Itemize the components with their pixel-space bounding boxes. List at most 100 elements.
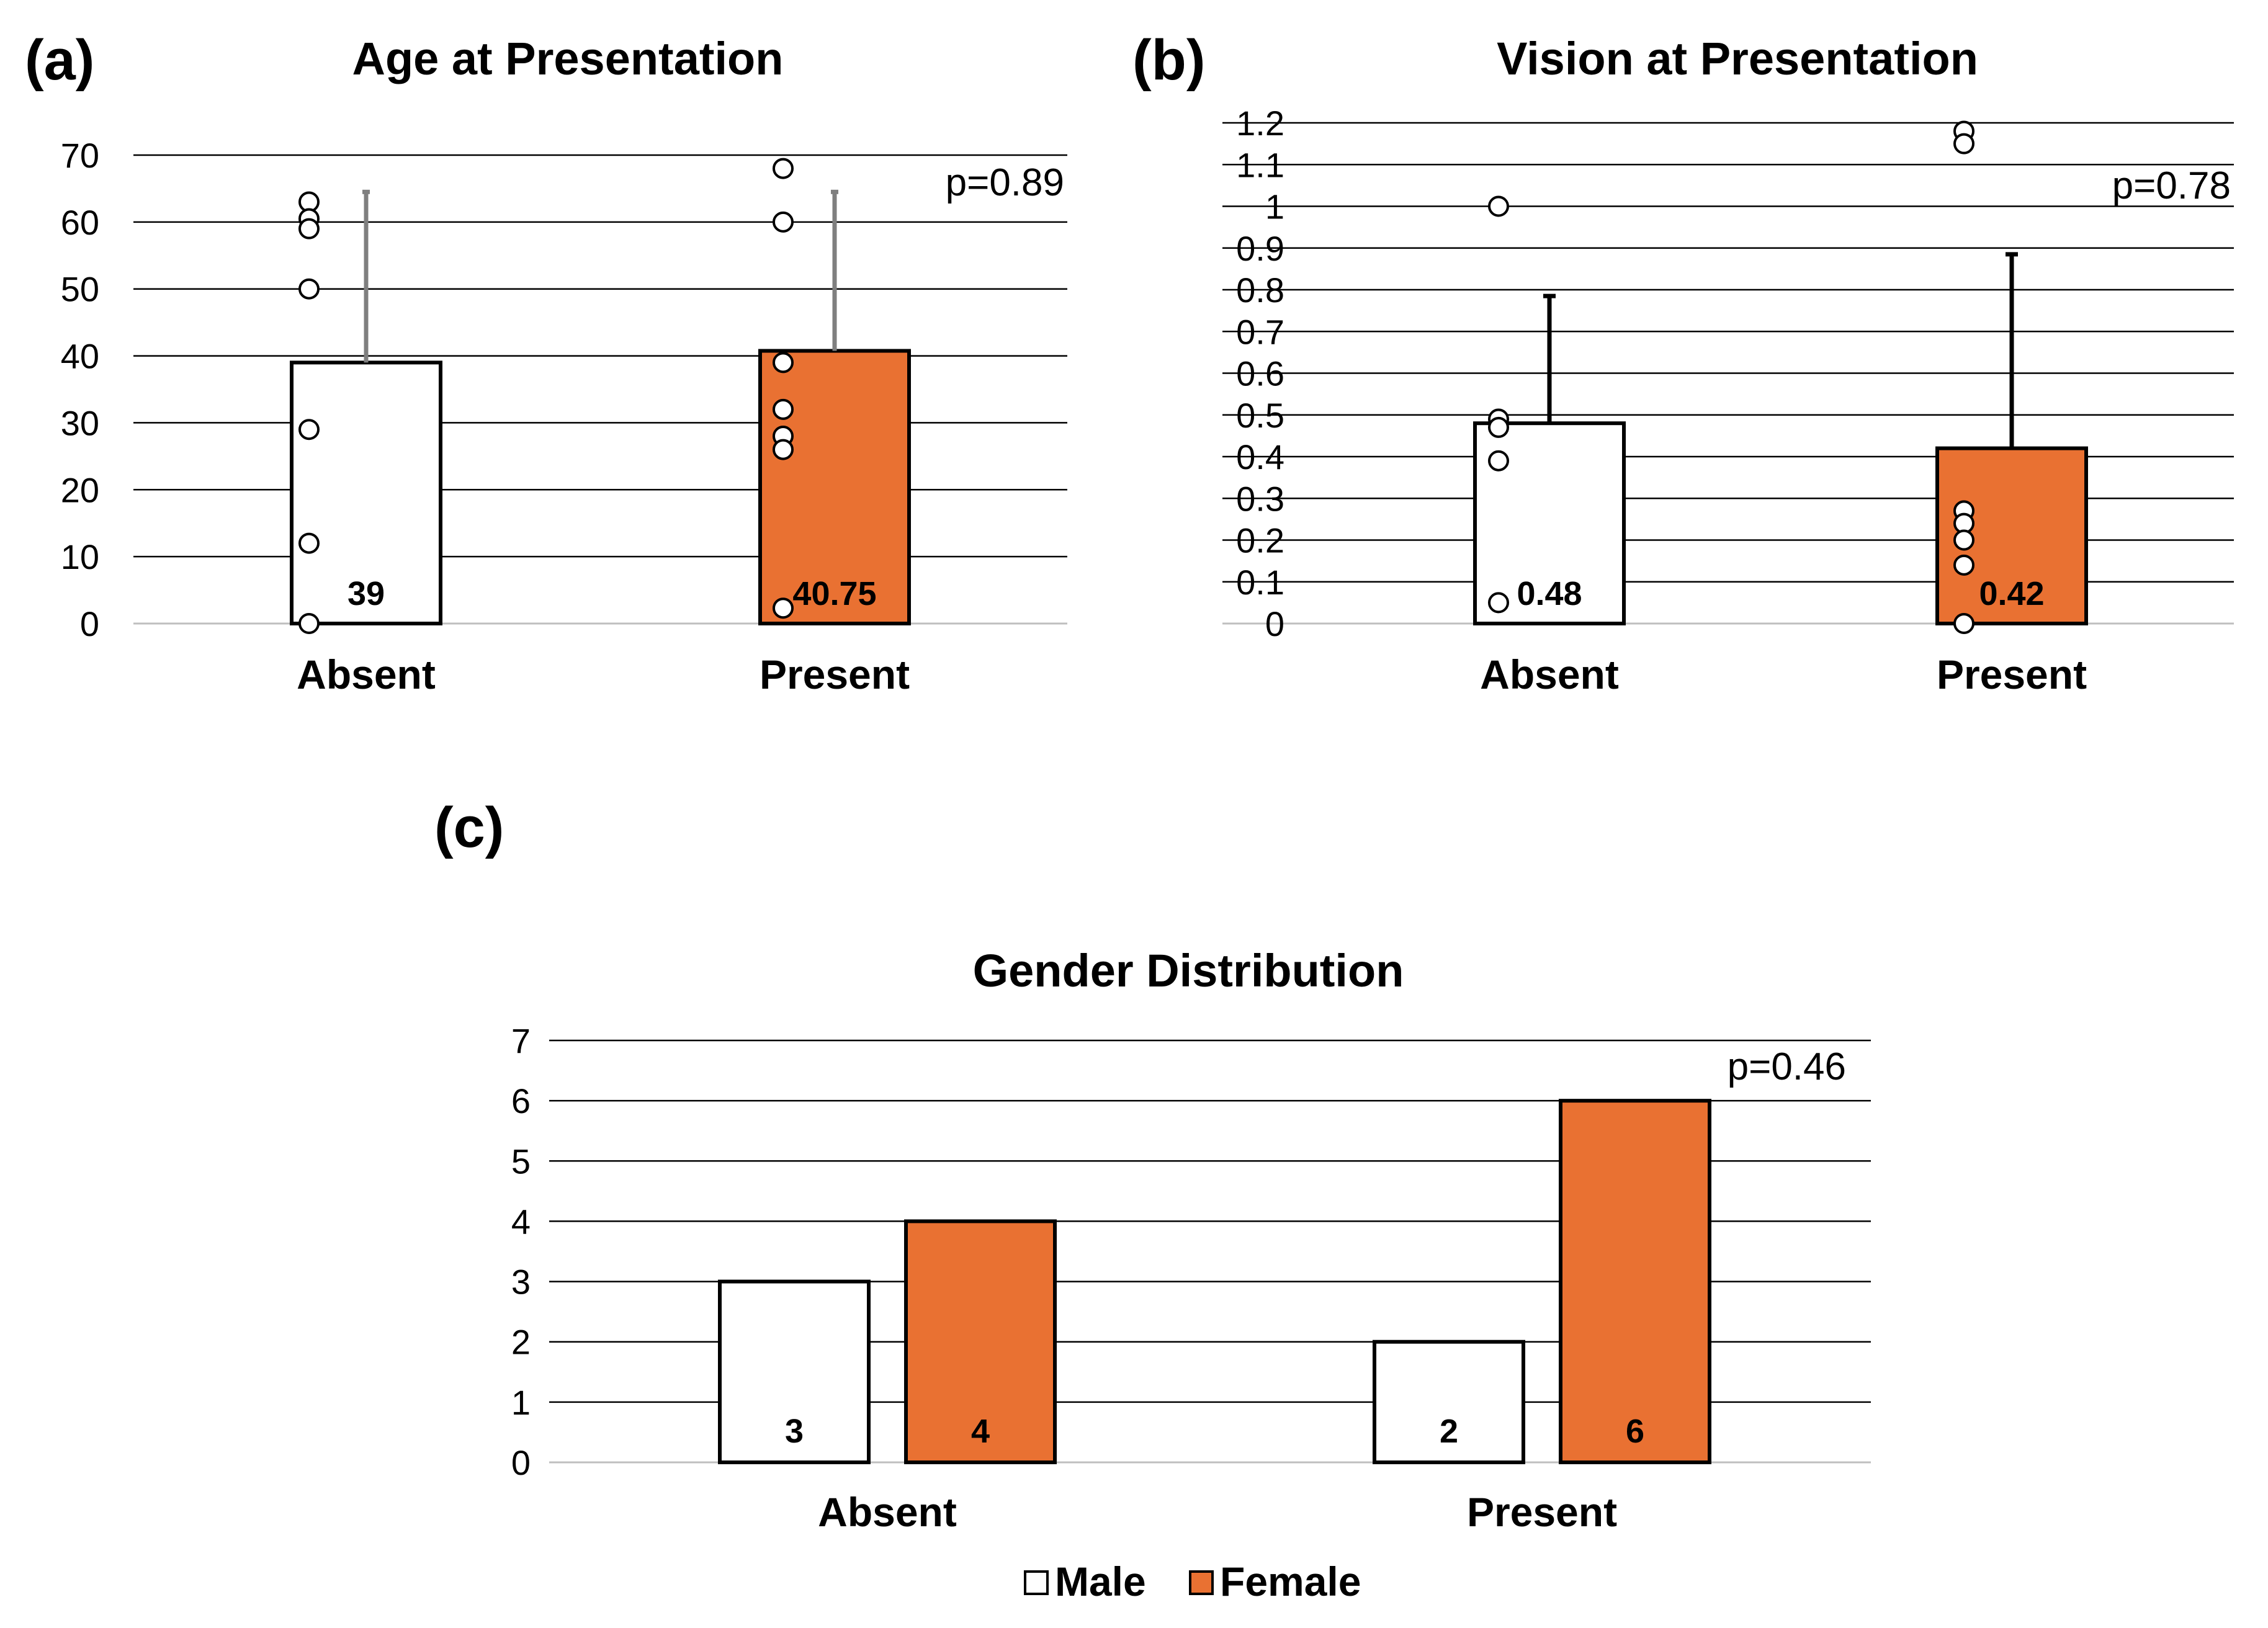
y-tick-label: 2 xyxy=(511,1323,531,1362)
x-category-label: Present xyxy=(1467,1489,1617,1535)
y-tick-label: 0.1 xyxy=(1236,563,1284,602)
bar-value-label: 2 xyxy=(1440,1413,1458,1450)
y-tick-label: 0.5 xyxy=(1236,396,1284,435)
y-tick-label: 7 xyxy=(511,1021,531,1060)
data-point xyxy=(298,613,320,634)
chart-b-points xyxy=(1488,120,1974,634)
panel-a-label: (a) xyxy=(25,29,94,92)
y-tick-label: 0.3 xyxy=(1236,479,1284,518)
data-point xyxy=(298,532,320,554)
y-tick-label: 30 xyxy=(61,403,99,442)
chart-b-data-labels: 0.48 0.42 xyxy=(1517,575,2044,612)
chart-c-title: Gender Distribution xyxy=(973,945,1404,996)
data-point xyxy=(298,218,320,239)
x-category-label: Absent xyxy=(818,1489,957,1535)
data-point xyxy=(1488,195,1509,217)
chart-b-error-bars xyxy=(1543,252,2018,449)
data-point xyxy=(773,398,794,420)
panel-c-label: (c) xyxy=(434,796,504,859)
chart-c-data-labels: 3 4 2 6 xyxy=(785,1413,1644,1450)
legend-label-female: Female xyxy=(1220,1559,1361,1604)
y-tick-label: 3 xyxy=(511,1263,531,1302)
data-point xyxy=(773,211,794,233)
x-category-label: Present xyxy=(1937,651,2087,697)
panel-a: (a) Age at Presentation 010203040506070 … xyxy=(25,29,1067,697)
data-point xyxy=(298,278,320,300)
panel-c: (c) Gender Distribution 0 1 2 3 4 5 6 7 3 4 2 6 Ab… xyxy=(434,796,1871,1604)
data-point xyxy=(1488,416,1509,438)
legend-swatch-female xyxy=(1189,1570,1214,1595)
bar-value-label: 6 xyxy=(1626,1413,1644,1450)
legend-label-male: Male xyxy=(1055,1559,1146,1604)
chart-a-data-labels: 39 40.75 xyxy=(347,575,877,612)
data-point xyxy=(1488,592,1509,614)
y-tick-label: 1 xyxy=(1265,187,1284,226)
y-tick-label: 20 xyxy=(61,470,99,509)
chart-c-bars xyxy=(718,1099,1711,1465)
chart-b-x-labels: Absent Present xyxy=(1480,651,2087,697)
chart-a-bars xyxy=(290,349,911,625)
data-point xyxy=(773,439,794,460)
bar-value-label: 0.48 xyxy=(1517,575,1582,612)
data-point xyxy=(1953,613,1974,634)
data-point xyxy=(1953,133,1974,154)
chart-a-y-ticks: 0 10 20 30 40 50 60 70 xyxy=(61,136,99,643)
y-tick-label: 0.6 xyxy=(1236,354,1284,393)
bar-value-label: 4 xyxy=(971,1413,990,1450)
chart-b-y-ticks: 00.10.20.30.40.50.60.70.80.911.11.2 xyxy=(1236,104,1284,643)
chart-a-points xyxy=(298,158,794,634)
y-tick-label: 60 xyxy=(61,203,99,242)
legend-swatch-male xyxy=(1024,1570,1049,1595)
data-point xyxy=(298,419,320,441)
y-tick-label: 6 xyxy=(511,1081,531,1120)
x-category-label: Absent xyxy=(297,651,436,697)
panel-b-label: (b) xyxy=(1132,29,1205,92)
y-tick-label: 1 xyxy=(511,1383,531,1422)
bar-present-female xyxy=(1559,1099,1711,1464)
data-point xyxy=(773,352,794,373)
y-tick-label: 10 xyxy=(61,537,99,576)
bar-value-label: 0.42 xyxy=(1979,575,2044,612)
y-tick-label: 1.2 xyxy=(1236,104,1284,143)
y-tick-label: 0 xyxy=(511,1443,531,1482)
chart-c-p-value: p=0.46 xyxy=(1728,1045,1846,1088)
chart-a-error-bars xyxy=(362,189,838,363)
chart-b-title: Vision at Presentation xyxy=(1497,33,1978,84)
y-tick-label: 4 xyxy=(511,1202,531,1241)
chart-b-p-value: p=0.78 xyxy=(2112,164,2231,207)
y-tick-label: 40 xyxy=(61,337,99,376)
bar-absent xyxy=(290,360,442,625)
y-tick-label: 50 xyxy=(61,270,99,309)
bar-absent-female xyxy=(904,1219,1057,1465)
y-tick-label: 5 xyxy=(511,1142,531,1181)
data-point xyxy=(773,158,794,179)
bar-value-label: 39 xyxy=(347,575,385,612)
chart-a-title: Age at Presentation xyxy=(352,33,784,84)
chart-c-x-labels: Absent Present xyxy=(818,1489,1617,1535)
y-tick-label: 0.7 xyxy=(1236,312,1284,351)
y-tick-label: 0.2 xyxy=(1236,521,1284,560)
data-point xyxy=(1953,554,1974,576)
y-tick-label: 0.8 xyxy=(1236,271,1284,310)
x-category-label: Present xyxy=(760,651,910,697)
panel-b: (b) Vision at Presentation 00.10.20.30.4… xyxy=(1132,29,2234,697)
y-tick-label: 0.9 xyxy=(1236,229,1284,268)
chart-c-y-ticks: 0 1 2 3 4 5 6 7 xyxy=(511,1021,531,1482)
chart-c-legend: Male Female xyxy=(1024,1559,1361,1604)
y-tick-label: 70 xyxy=(61,136,99,175)
chart-a-p-value: p=0.89 xyxy=(946,161,1064,204)
data-point xyxy=(1488,450,1509,472)
data-point xyxy=(1953,529,1974,551)
chart-a-gridlines xyxy=(133,154,1067,625)
chart-a-x-labels: Absent Present xyxy=(297,651,910,697)
bar-absent-male xyxy=(718,1279,871,1465)
bar-value-label: 40.75 xyxy=(792,575,876,612)
bar-present xyxy=(758,349,911,625)
y-tick-label: 0 xyxy=(1265,604,1284,643)
bar-value-label: 3 xyxy=(785,1413,804,1450)
y-tick-label: 0 xyxy=(80,604,99,643)
y-tick-label: 0.4 xyxy=(1236,437,1284,476)
x-category-label: Absent xyxy=(1480,651,1619,697)
data-point xyxy=(773,597,794,619)
